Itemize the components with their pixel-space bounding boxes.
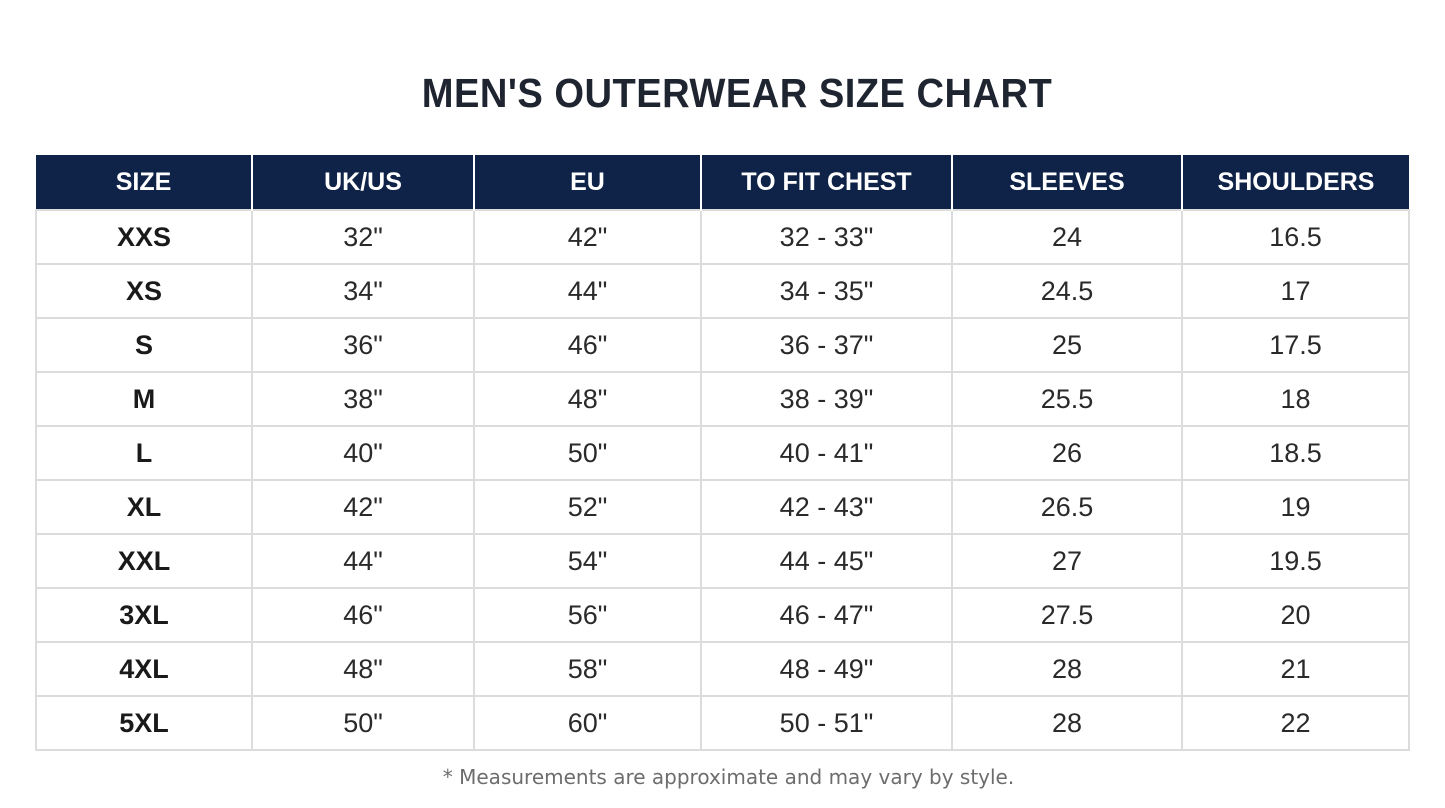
header-size: SIZE (36, 155, 252, 210)
sleeves-cell: 24 (951, 209, 1183, 265)
chest-cell: 42 - 43" (700, 479, 953, 535)
chest-cell: 38 - 39" (700, 371, 953, 427)
header-uk-us: UK/US (251, 155, 474, 210)
eu-cell: 44" (473, 263, 702, 319)
table-row: XXS 32" 42" 32 - 33" 24 16.5 (35, 209, 1410, 265)
shoulders-cell: 19.5 (1181, 533, 1410, 589)
eu-cell: 50" (473, 425, 702, 481)
uk-us-cell: 32" (251, 209, 475, 265)
chest-cell: 50 - 51" (700, 695, 953, 751)
sleeves-cell: 28 (951, 695, 1183, 751)
shoulders-cell: 18 (1181, 371, 1410, 427)
uk-us-cell: 44" (251, 533, 475, 589)
table-row: L 40" 50" 40 - 41" 26 18.5 (35, 425, 1410, 481)
chest-cell: 32 - 33" (700, 209, 953, 265)
chest-cell: 36 - 37" (700, 317, 953, 373)
sleeves-cell: 27.5 (951, 587, 1183, 643)
shoulders-cell: 22 (1181, 695, 1410, 751)
sleeves-cell: 27 (951, 533, 1183, 589)
shoulders-cell: 17 (1181, 263, 1410, 319)
sleeves-cell: 25.5 (951, 371, 1183, 427)
eu-cell: 52" (473, 479, 702, 535)
shoulders-cell: 17.5 (1181, 317, 1410, 373)
chest-cell: 34 - 35" (700, 263, 953, 319)
chest-cell: 40 - 41" (700, 425, 953, 481)
shoulders-cell: 20 (1181, 587, 1410, 643)
table-row: 5XL 50" 60" 50 - 51" 28 22 (35, 695, 1410, 751)
shoulders-cell: 21 (1181, 641, 1410, 697)
header-row: SIZE UK/US EU TO FIT CHEST SLEEVES SHOUL… (36, 155, 1409, 210)
header-chest: TO FIT CHEST (700, 155, 952, 210)
shoulders-cell: 19 (1181, 479, 1410, 535)
sleeves-cell: 26.5 (951, 479, 1183, 535)
size-chart-table: SIZE UK/US EU TO FIT CHEST SLEEVES SHOUL… (35, 155, 1410, 751)
table-row: XS 34" 44" 34 - 35" 24.5 17 (35, 263, 1410, 319)
eu-cell: 54" (473, 533, 702, 589)
size-cell: 3XL (35, 587, 253, 643)
chest-cell: 48 - 49" (700, 641, 953, 697)
eu-cell: 42" (473, 209, 702, 265)
eu-cell: 56" (473, 587, 702, 643)
uk-us-cell: 38" (251, 371, 475, 427)
eu-cell: 46" (473, 317, 702, 373)
table-row: XXL 44" 54" 44 - 45" 27 19.5 (35, 533, 1410, 589)
table-row: S 36" 46" 36 - 37" 25 17.5 (35, 317, 1410, 373)
shoulders-cell: 18.5 (1181, 425, 1410, 481)
uk-us-cell: 36" (251, 317, 475, 373)
uk-us-cell: 40" (251, 425, 475, 481)
size-cell: XL (35, 479, 253, 535)
header-eu: EU (473, 155, 701, 210)
uk-us-cell: 48" (251, 641, 475, 697)
shoulders-cell: 16.5 (1181, 209, 1410, 265)
header-sleeves: SLEEVES (951, 155, 1182, 210)
size-cell: M (35, 371, 253, 427)
header-shoulders: SHOULDERS (1181, 155, 1409, 210)
size-cell: 4XL (35, 641, 253, 697)
table-row: 3XL 46" 56" 46 - 47" 27.5 20 (35, 587, 1410, 643)
size-cell: XS (35, 263, 253, 319)
eu-cell: 60" (473, 695, 702, 751)
uk-us-cell: 34" (251, 263, 475, 319)
uk-us-cell: 42" (251, 479, 475, 535)
chest-cell: 46 - 47" (700, 587, 953, 643)
table-row: 4XL 48" 58" 48 - 49" 28 21 (35, 641, 1410, 697)
size-cell: XXL (35, 533, 253, 589)
size-cell: 5XL (35, 695, 253, 751)
sleeves-cell: 26 (951, 425, 1183, 481)
table-row: M 38" 48" 38 - 39" 25.5 18 (35, 371, 1410, 427)
chest-cell: 44 - 45" (700, 533, 953, 589)
page-title: MEN'S OUTERWEAR SIZE CHART (421, 70, 1053, 116)
sleeves-cell: 28 (951, 641, 1183, 697)
footnote: * Measurements are approximate and may v… (442, 765, 1015, 789)
eu-cell: 48" (473, 371, 702, 427)
sleeves-cell: 24.5 (951, 263, 1183, 319)
sleeves-cell: 25 (951, 317, 1183, 373)
table-row: XL 42" 52" 42 - 43" 26.5 19 (35, 479, 1410, 535)
size-cell: L (35, 425, 253, 481)
size-cell: XXS (35, 209, 253, 265)
uk-us-cell: 50" (251, 695, 475, 751)
eu-cell: 58" (473, 641, 702, 697)
uk-us-cell: 46" (251, 587, 475, 643)
size-cell: S (35, 317, 253, 373)
